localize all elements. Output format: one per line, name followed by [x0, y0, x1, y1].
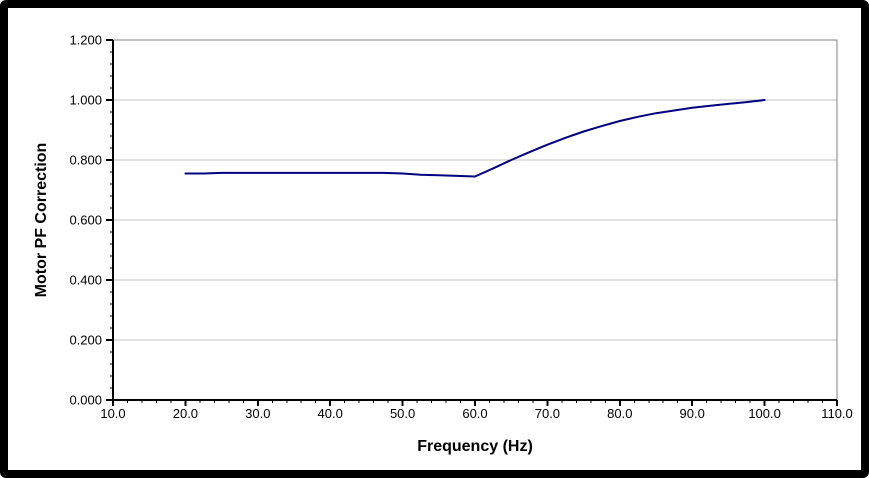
x-tick-label: 90.0	[680, 406, 705, 421]
x-axis-title: Frequency (Hz)	[417, 438, 533, 455]
y-tick-label: 1.000	[69, 93, 102, 108]
x-tick-label: 40.0	[318, 406, 343, 421]
y-tick-label: 0.400	[69, 273, 102, 288]
x-tick-label: 100.0	[748, 406, 781, 421]
y-tick-label: 1.200	[69, 33, 102, 48]
data-line	[184, 99, 766, 178]
chart-area: 0.000 0.200 0.400 0.600 0.800 1.000 1.200 10.0 2…	[8, 8, 861, 470]
y-tick-label: 0.600	[69, 213, 102, 228]
y-tick-label: 0.000	[69, 393, 102, 408]
x-tick-label: 60.0	[462, 406, 487, 421]
y-tick-label: 0.200	[69, 333, 102, 348]
x-tick-label: 70.0	[535, 406, 560, 421]
x-tick-label: 10.0	[100, 406, 125, 421]
x-tick-label: 50.0	[390, 406, 415, 421]
x-tick-label: 30.0	[245, 406, 270, 421]
y-axis-title: Motor PF Correction	[33, 143, 50, 298]
x-tick-label: 110.0	[821, 406, 853, 421]
chart-svg: 0.000 0.200 0.400 0.600 0.800 1.000 1.200 10.0 2…	[33, 33, 853, 456]
x-tick-label: 20.0	[173, 406, 198, 421]
y-tick-label: 0.800	[69, 153, 102, 168]
x-tick-label: 80.0	[607, 406, 632, 421]
